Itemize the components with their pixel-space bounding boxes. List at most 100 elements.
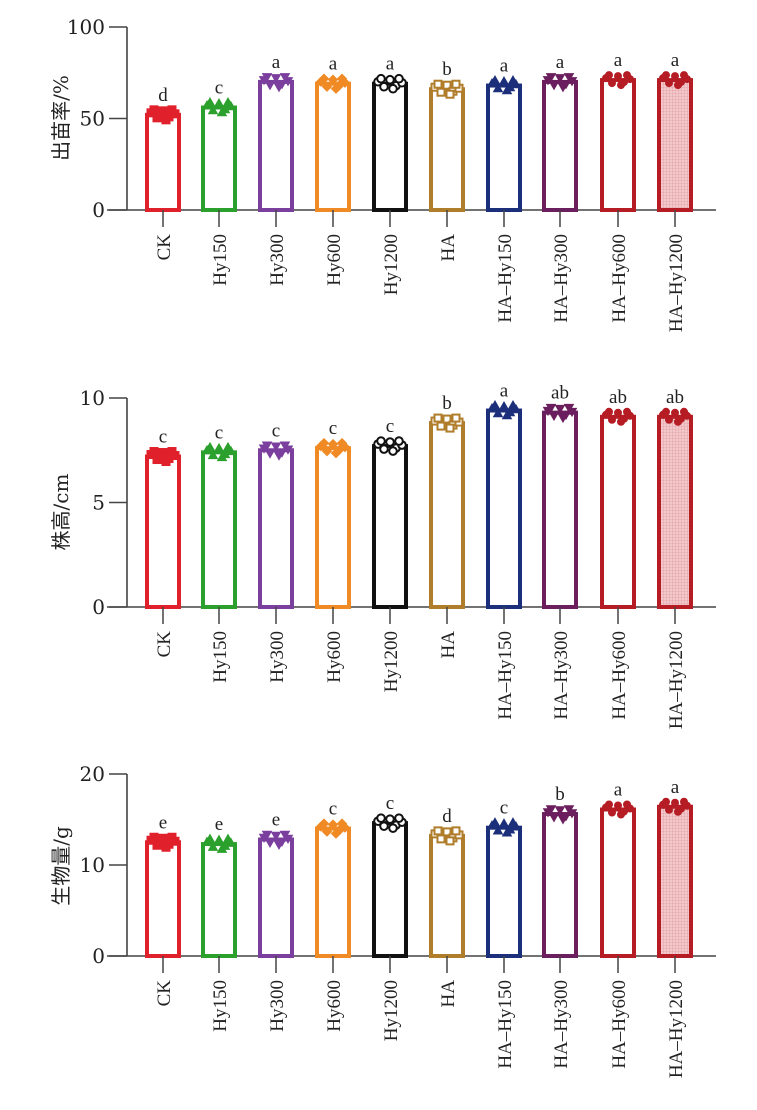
category-label: CK: [154, 234, 175, 261]
data-point: [548, 411, 560, 422]
bar-HA-Hy1200: [657, 414, 693, 609]
significance-label: c: [386, 793, 394, 814]
category-label: HA–Hy300: [551, 980, 572, 1069]
data-point: [492, 825, 504, 835]
bar-HA-Hy300: [542, 410, 578, 609]
y-tick-label: 100: [67, 15, 105, 39]
data-point: [167, 105, 177, 115]
bar-Hy300: [258, 448, 294, 609]
significance-label: c: [329, 799, 337, 820]
significance-label: c: [215, 422, 223, 443]
bar-Hy150: [201, 450, 237, 609]
data-point: [501, 827, 513, 837]
data-point: [204, 97, 216, 107]
data-point: [330, 83, 342, 94]
data-point: [665, 415, 673, 424]
category-label: HA–Hy600: [609, 631, 630, 720]
data-point: [204, 441, 216, 452]
data-point: [270, 831, 282, 842]
significance-label: a: [386, 54, 395, 75]
bar-HA-Hy1200: [657, 78, 693, 212]
data-point: [158, 106, 168, 116]
y-tick-label: 0: [92, 595, 105, 619]
category-label: HA–Hy150: [495, 980, 516, 1069]
data-point: [554, 404, 566, 415]
data-point: [507, 817, 519, 827]
significance-label: a: [500, 381, 509, 402]
data-point: [605, 407, 613, 416]
data-point: [608, 415, 616, 424]
data-point: [273, 83, 285, 93]
data-point: [623, 800, 631, 809]
category-label: CK: [154, 980, 175, 1007]
data-point: [545, 403, 557, 414]
bar-HA-Hy1200: [657, 804, 693, 959]
bar-Hy1200: [372, 81, 408, 212]
panel-emergence-rate: 0 50 100 出苗率/% d CK c Hy150 a Hy300 a Hy600 a Hy1200 b…: [49, 15, 716, 332]
data-point: [451, 79, 461, 89]
y-axis-label: 生物量/g: [49, 826, 73, 906]
data-point: [152, 113, 162, 123]
y-tick-label: 5: [92, 491, 105, 515]
data-point: [445, 423, 455, 433]
data-point: [433, 79, 443, 89]
y-tick-label: 10: [80, 386, 105, 410]
data-point: [385, 437, 395, 447]
data-point: [222, 97, 234, 107]
data-point: [318, 818, 330, 829]
significance-label: c: [215, 78, 223, 99]
category-label: Hy1200: [381, 980, 402, 1041]
panel-biomass: 0 10 20 生物量/g e CK e Hy150 e Hy300 c Hy600 c Hy1200 d H…: [49, 762, 716, 1078]
bar-HA-Hy300: [542, 79, 578, 213]
category-label: Hy150: [210, 631, 231, 683]
category-label: HA–Hy1200: [666, 980, 687, 1078]
data-point: [216, 451, 228, 462]
data-point: [662, 71, 670, 80]
y-tick-label: 50: [80, 107, 105, 131]
data-point: [152, 455, 162, 465]
data-point: [394, 813, 404, 823]
bar-HA: [429, 421, 465, 609]
significance-label: ab: [666, 387, 684, 408]
significance-label: a: [614, 50, 623, 71]
data-point: [376, 813, 386, 823]
data-point: [264, 449, 276, 459]
significance-label: b: [442, 393, 452, 414]
category-label: HA–Hy300: [551, 631, 572, 720]
data-point: [563, 403, 575, 414]
data-point: [614, 801, 622, 810]
data-point: [161, 457, 171, 467]
data-point: [451, 826, 461, 836]
category-label: HA–Hy600: [609, 234, 630, 323]
data-point: [376, 73, 386, 84]
data-point: [216, 843, 228, 853]
bar-Hy600: [315, 826, 351, 958]
significance-label: c: [159, 427, 167, 448]
data-point: [507, 75, 519, 85]
data-point: [501, 410, 513, 420]
data-point: [149, 832, 159, 842]
significance-label: a: [272, 52, 281, 73]
data-point: [330, 828, 342, 839]
category-label: HA–Hy1200: [666, 631, 687, 729]
data-point: [327, 819, 339, 830]
data-point: [161, 842, 171, 852]
data-point: [498, 401, 510, 411]
data-point: [665, 79, 673, 88]
category-label: HA: [438, 234, 459, 262]
bar-CK: [145, 840, 181, 958]
data-point: [680, 797, 688, 806]
category-label: Hy1200: [381, 631, 402, 692]
data-point: [545, 805, 557, 815]
data-point: [379, 444, 389, 454]
data-point: [321, 81, 333, 92]
data-point: [554, 74, 566, 84]
data-point: [261, 441, 273, 451]
data-point: [161, 115, 171, 125]
data-point: [507, 400, 519, 410]
category-label: Hy300: [267, 631, 288, 683]
significance-label: d: [442, 806, 452, 827]
data-point: [279, 441, 291, 451]
category-label: HA: [438, 631, 459, 659]
